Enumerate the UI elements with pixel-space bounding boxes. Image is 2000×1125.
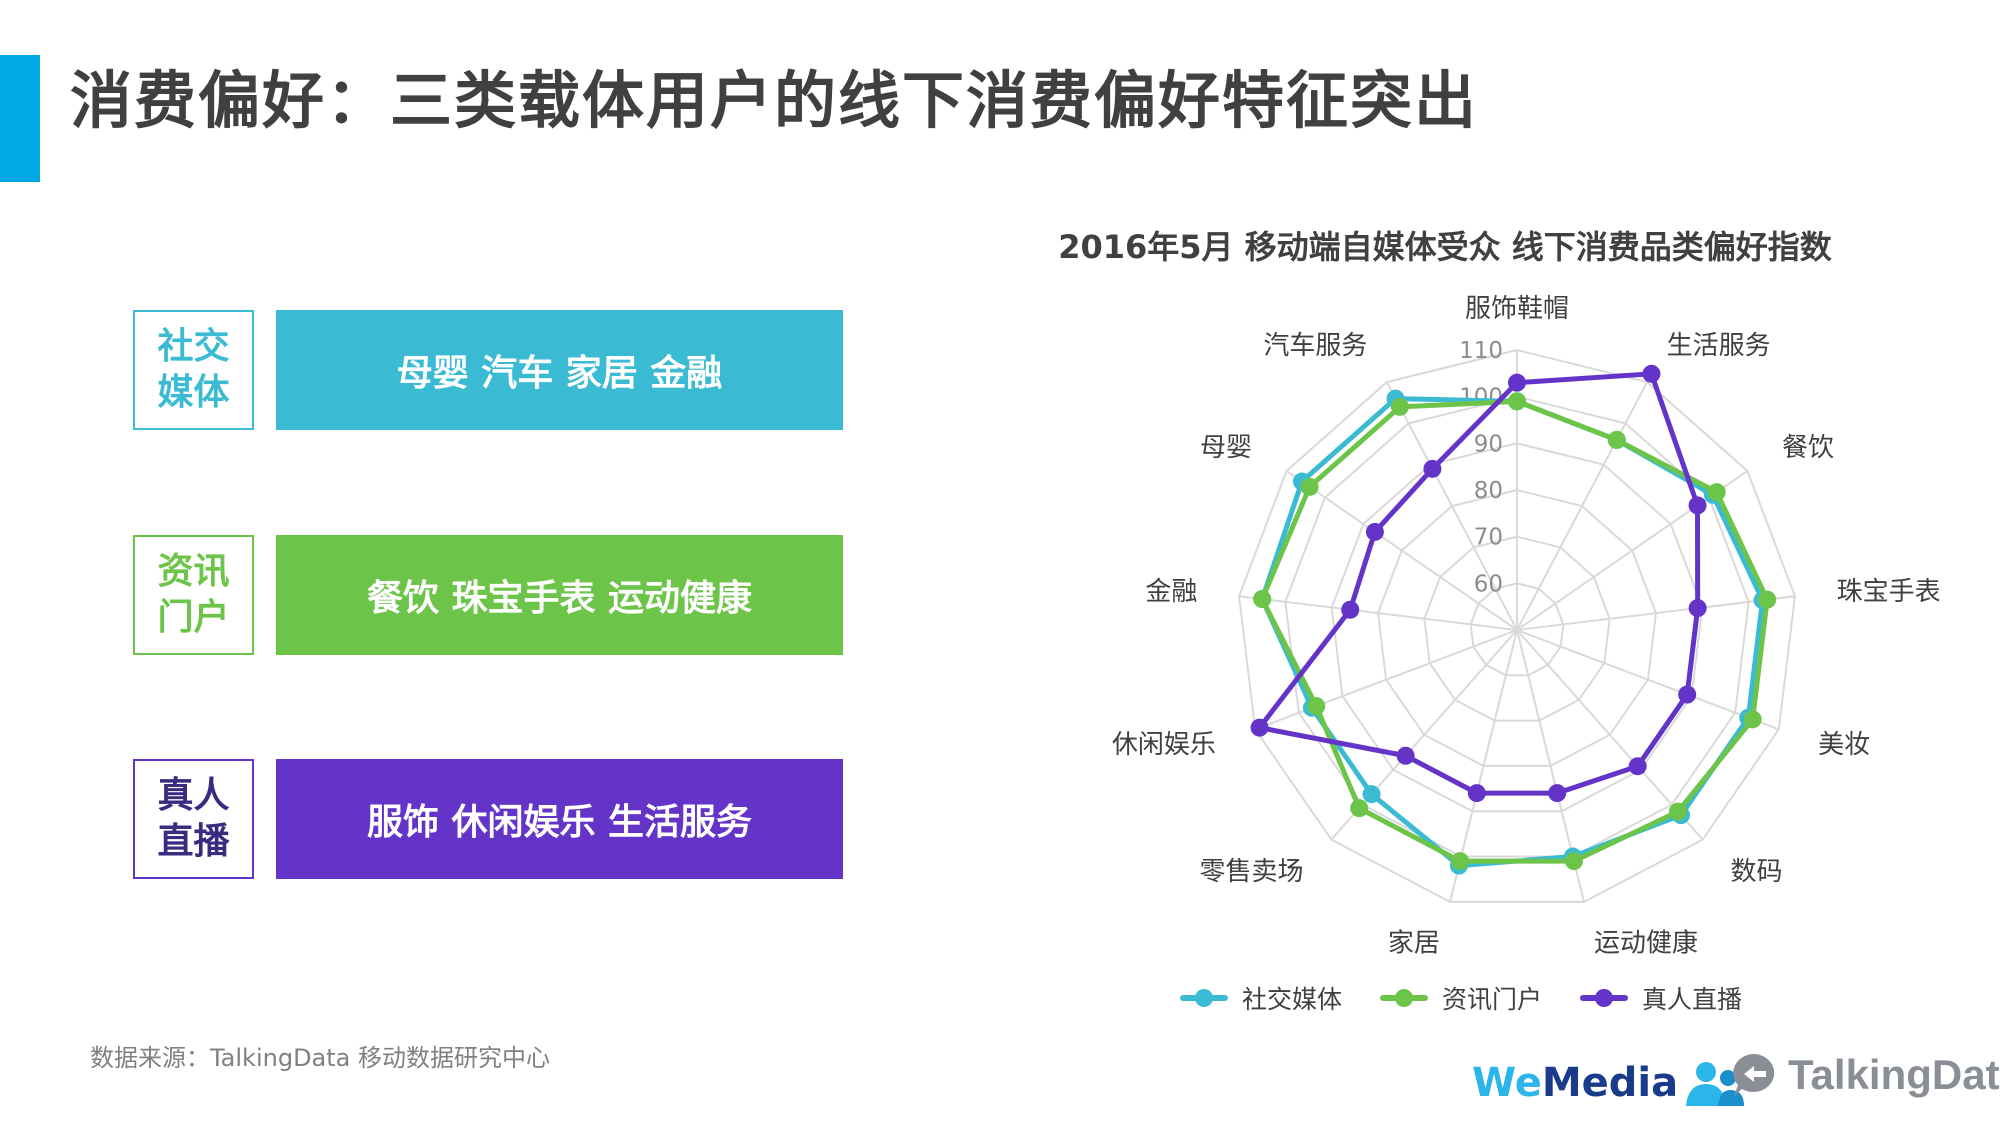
users-icon — [1686, 1062, 1745, 1106]
axis-label-6: 运动健康 — [1594, 929, 1698, 959]
legend-label-live-stream: 真人直播 — [1642, 985, 1743, 1014]
legend-marker-news-portal — [1380, 989, 1429, 1007]
series-1-point-10 — [1253, 590, 1272, 609]
page-title: 消费偏好：三类载体用户的线下消费偏好特征突出 — [70, 64, 1479, 137]
legend-marker-social-media — [1180, 989, 1228, 1007]
series-0-point-8 — [1362, 785, 1381, 804]
series-1-point-7 — [1451, 852, 1470, 871]
series-2-point-3 — [1688, 599, 1707, 618]
series-2-point-9 — [1250, 718, 1269, 737]
series-2-point-6 — [1548, 784, 1567, 803]
series-2-point-8 — [1396, 746, 1415, 765]
category-items-news-portal: 餐饮 珠宝手表 运动健康 — [276, 535, 843, 655]
grid-ring-80 — [1376, 488, 1658, 767]
axis-label-4: 美妆 — [1818, 730, 1870, 760]
series-2-point-1 — [1642, 364, 1661, 383]
legend-marker-live-stream — [1580, 989, 1629, 1007]
grid-ring-100 — [1284, 395, 1750, 858]
series-1-point-11 — [1300, 477, 1319, 496]
category-label-news-portal: 资讯门户 — [133, 535, 254, 655]
title-accent-bar — [0, 55, 40, 182]
series-2-point-11 — [1365, 522, 1384, 541]
category-items-social-media: 母婴 汽车 家居 金融 — [276, 310, 843, 430]
speech-bubble-icon — [1733, 1053, 1775, 1096]
series-2-point-12 — [1423, 459, 1442, 478]
axis-label-0: 服饰鞋帽 — [1465, 294, 1569, 324]
axis-label-9: 休闲娱乐 — [1112, 730, 1216, 760]
grid-spoke-10 — [1238, 595, 1518, 631]
grid-spoke-1 — [1516, 381, 1649, 631]
axis-label-7: 家居 — [1388, 929, 1440, 959]
grid-spoke-5 — [1516, 629, 1704, 841]
series-2-point-4 — [1678, 685, 1697, 704]
wemedia-logo: We Media — [1472, 1058, 1746, 1108]
legend-item-live-stream: 真人直播 — [1580, 980, 1742, 1016]
tick-label-70: 70 — [1474, 525, 1503, 551]
series-1-point-8 — [1350, 799, 1369, 818]
series-line-2 — [1257, 371, 1701, 796]
category-news-portal: 资讯门户 餐饮 珠宝手表 运动健康 — [133, 535, 843, 655]
series-2-point-10 — [1341, 600, 1360, 619]
series-1-point-3 — [1758, 590, 1777, 609]
series-1-point-2 — [1707, 483, 1726, 502]
series-1-point-5 — [1668, 802, 1687, 821]
category-label-live-stream: 真人直播 — [133, 759, 254, 879]
series-2-point-5 — [1628, 757, 1647, 776]
chart-legend: 社交媒体 资讯门户 真人直播 — [1180, 980, 1742, 1016]
series-1-point-12 — [1390, 397, 1409, 416]
legend-item-news-portal: 资讯门户 — [1380, 980, 1542, 1016]
radar-chart: 60708090100110服饰鞋帽生活服务餐饮珠宝手表美妆数码运动健康家居零售… — [1112, 294, 1940, 959]
category-social-media: 社交媒体 母婴 汽车 家居 金融 — [133, 310, 843, 430]
legend-label-social-media: 社交媒体 — [1242, 985, 1343, 1014]
series-1-point-6 — [1564, 852, 1583, 871]
axis-label-3: 珠宝手表 — [1837, 577, 1940, 607]
axis-label-11: 母婴 — [1200, 433, 1252, 463]
category-items-live-stream: 服饰 休闲娱乐 生活服务 — [276, 759, 843, 879]
legend-item-social-media: 社交媒体 — [1180, 980, 1342, 1016]
series-line-1 — [1259, 398, 1770, 864]
grid-ring-60 — [1469, 582, 1565, 677]
grid-spoke-3 — [1516, 595, 1796, 631]
series-1-point-4 — [1743, 710, 1762, 729]
grid-spoke-4 — [1516, 629, 1780, 731]
grid-spoke-12 — [1385, 381, 1518, 631]
series-1-point-0 — [1508, 392, 1526, 411]
tick-label-80: 80 — [1474, 478, 1503, 504]
axis-label-2: 餐饮 — [1782, 433, 1834, 463]
grid-ring-70 — [1423, 535, 1611, 722]
series-2-point-0 — [1508, 373, 1526, 392]
chart-title: 2016年5月 移动端自媒体受众 线下消费品类偏好指数 — [1058, 228, 1832, 266]
series-1-point-9 — [1307, 697, 1326, 716]
tick-label-110: 110 — [1459, 338, 1503, 364]
axis-label-12: 汽车服务 — [1263, 331, 1367, 361]
talkingdata-logo: TalkingData — [1730, 1050, 2000, 1100]
grid-spoke-11 — [1285, 470, 1518, 631]
category-live-stream: 真人直播 服饰 休闲娱乐 生活服务 — [133, 759, 843, 879]
tick-label-60: 60 — [1474, 571, 1503, 597]
series-2-point-7 — [1467, 784, 1486, 803]
grid-spoke-9 — [1254, 629, 1518, 731]
series-2-point-2 — [1688, 496, 1707, 515]
data-source-note: 数据来源：TalkingData 移动数据研究中心 — [90, 1044, 551, 1072]
axis-label-5: 数码 — [1731, 857, 1783, 887]
series-1-point-1 — [1607, 430, 1626, 449]
axis-label-1: 生活服务 — [1667, 331, 1771, 361]
axis-label-8: 零售卖场 — [1199, 857, 1303, 887]
grid-ring-110 — [1238, 348, 1796, 903]
axis-label-10: 金融 — [1145, 577, 1197, 607]
category-label-social-media: 社交媒体 — [133, 310, 254, 430]
grid-ring-90 — [1330, 442, 1704, 813]
legend-label-news-portal: 资讯门户 — [1442, 985, 1543, 1014]
tick-label-90: 90 — [1474, 431, 1503, 457]
